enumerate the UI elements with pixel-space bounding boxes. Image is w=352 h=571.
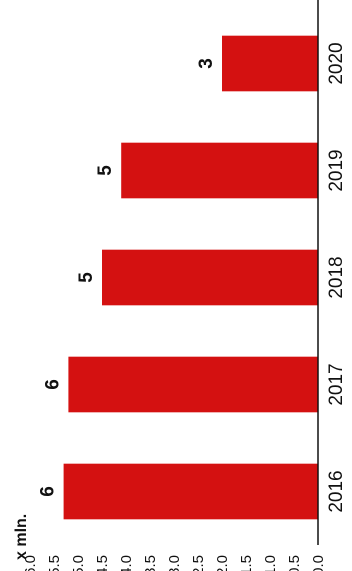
y-tick-label: 3.5 bbox=[142, 555, 159, 571]
y-tick-label: 6.0 bbox=[22, 555, 39, 571]
y-tick-label: 2.0 bbox=[214, 555, 231, 571]
bar bbox=[102, 249, 318, 306]
category-label: 2016 bbox=[326, 470, 347, 512]
y-tick-label: 2.5 bbox=[190, 555, 207, 571]
bar bbox=[121, 142, 318, 199]
category-label: 2017 bbox=[326, 363, 347, 405]
y-tick-label: 0.0 bbox=[310, 555, 327, 571]
bar bbox=[68, 356, 319, 413]
y-tick-label: 3.0 bbox=[166, 555, 183, 571]
y-tick-label: 0.5 bbox=[286, 555, 303, 571]
bars bbox=[63, 35, 319, 520]
y-tick-label: 1.0 bbox=[262, 555, 279, 571]
y-tick-label: 5.5 bbox=[46, 555, 63, 571]
x-axis-categories: 2016 2017 2018 2019 2020 bbox=[326, 42, 347, 512]
y-axis-ticks: 0.0 0.5 1.0 1.5 2.0 2.5 3.0 3.5 4.0 4.5 5.0 5.5 6.0 bbox=[22, 555, 327, 571]
bar bbox=[63, 463, 318, 520]
data-label: 3 bbox=[196, 58, 217, 69]
y-tick-label: 4.0 bbox=[118, 555, 135, 571]
data-label: 6 bbox=[42, 379, 63, 390]
category-label: 2020 bbox=[326, 42, 347, 84]
y-tick-label: 5.0 bbox=[70, 555, 87, 571]
y-tick-label: 4.5 bbox=[94, 555, 111, 571]
data-label: 5 bbox=[76, 272, 97, 283]
data-labels: 6 6 5 5 3 bbox=[38, 58, 217, 497]
data-label: 5 bbox=[95, 165, 116, 176]
data-label: 6 bbox=[38, 486, 59, 497]
y-tick-label: 1.5 bbox=[238, 555, 255, 571]
y-axis-label: x mln. bbox=[13, 514, 30, 560]
category-label: 2018 bbox=[326, 256, 347, 298]
bar bbox=[222, 35, 318, 92]
category-label: 2019 bbox=[326, 149, 347, 191]
